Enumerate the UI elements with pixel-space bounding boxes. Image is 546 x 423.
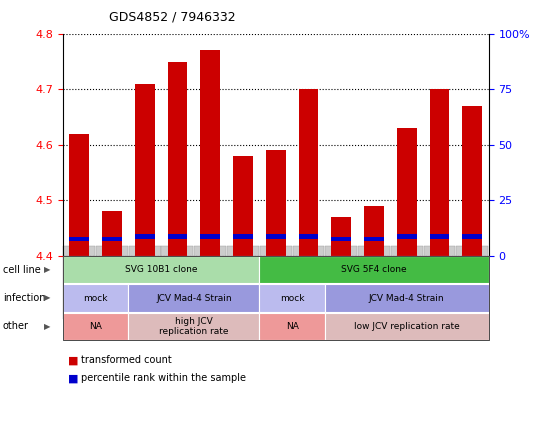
Bar: [397, 234, 417, 239]
Text: mock: mock: [280, 294, 304, 302]
Bar: [299, 89, 318, 256]
Text: JCV Mad-4 Strain: JCV Mad-4 Strain: [156, 294, 232, 302]
Text: ▶: ▶: [44, 265, 50, 274]
Text: cell line: cell line: [3, 265, 40, 275]
Text: infection: infection: [3, 293, 45, 303]
Bar: [168, 234, 187, 239]
Bar: [69, 237, 89, 242]
Bar: [233, 234, 253, 239]
Bar: [266, 151, 286, 256]
Text: NA: NA: [89, 322, 102, 331]
Bar: [266, 234, 286, 239]
Text: ■: ■: [68, 373, 79, 383]
Bar: [331, 217, 351, 256]
Text: SVG 10B1 clone: SVG 10B1 clone: [125, 265, 197, 274]
Text: GDS4852 / 7946332: GDS4852 / 7946332: [109, 11, 236, 24]
Bar: [69, 134, 89, 256]
Bar: [462, 106, 482, 256]
Text: SVG 5F4 clone: SVG 5F4 clone: [341, 265, 407, 274]
Text: high JCV
replication rate: high JCV replication rate: [159, 317, 229, 336]
Text: percentile rank within the sample: percentile rank within the sample: [81, 373, 246, 383]
Text: other: other: [3, 321, 29, 331]
Bar: [331, 237, 351, 242]
Text: ▶: ▶: [44, 294, 50, 302]
Bar: [135, 234, 155, 239]
Bar: [168, 62, 187, 256]
Bar: [233, 156, 253, 256]
Bar: [397, 128, 417, 256]
Bar: [430, 234, 449, 239]
Bar: [430, 89, 449, 256]
Text: ■: ■: [68, 355, 79, 365]
Bar: [364, 206, 384, 256]
Text: low JCV replication rate: low JCV replication rate: [354, 322, 460, 331]
Text: transformed count: transformed count: [81, 355, 171, 365]
Bar: [102, 212, 122, 256]
Bar: [200, 234, 220, 239]
Bar: [135, 84, 155, 256]
Text: mock: mock: [84, 294, 108, 302]
Bar: [462, 234, 482, 239]
Text: JCV Mad-4 Strain: JCV Mad-4 Strain: [369, 294, 444, 302]
Text: NA: NA: [286, 322, 299, 331]
Bar: [200, 50, 220, 256]
Bar: [102, 237, 122, 242]
Text: ▶: ▶: [44, 322, 50, 331]
Bar: [364, 237, 384, 242]
Bar: [299, 234, 318, 239]
